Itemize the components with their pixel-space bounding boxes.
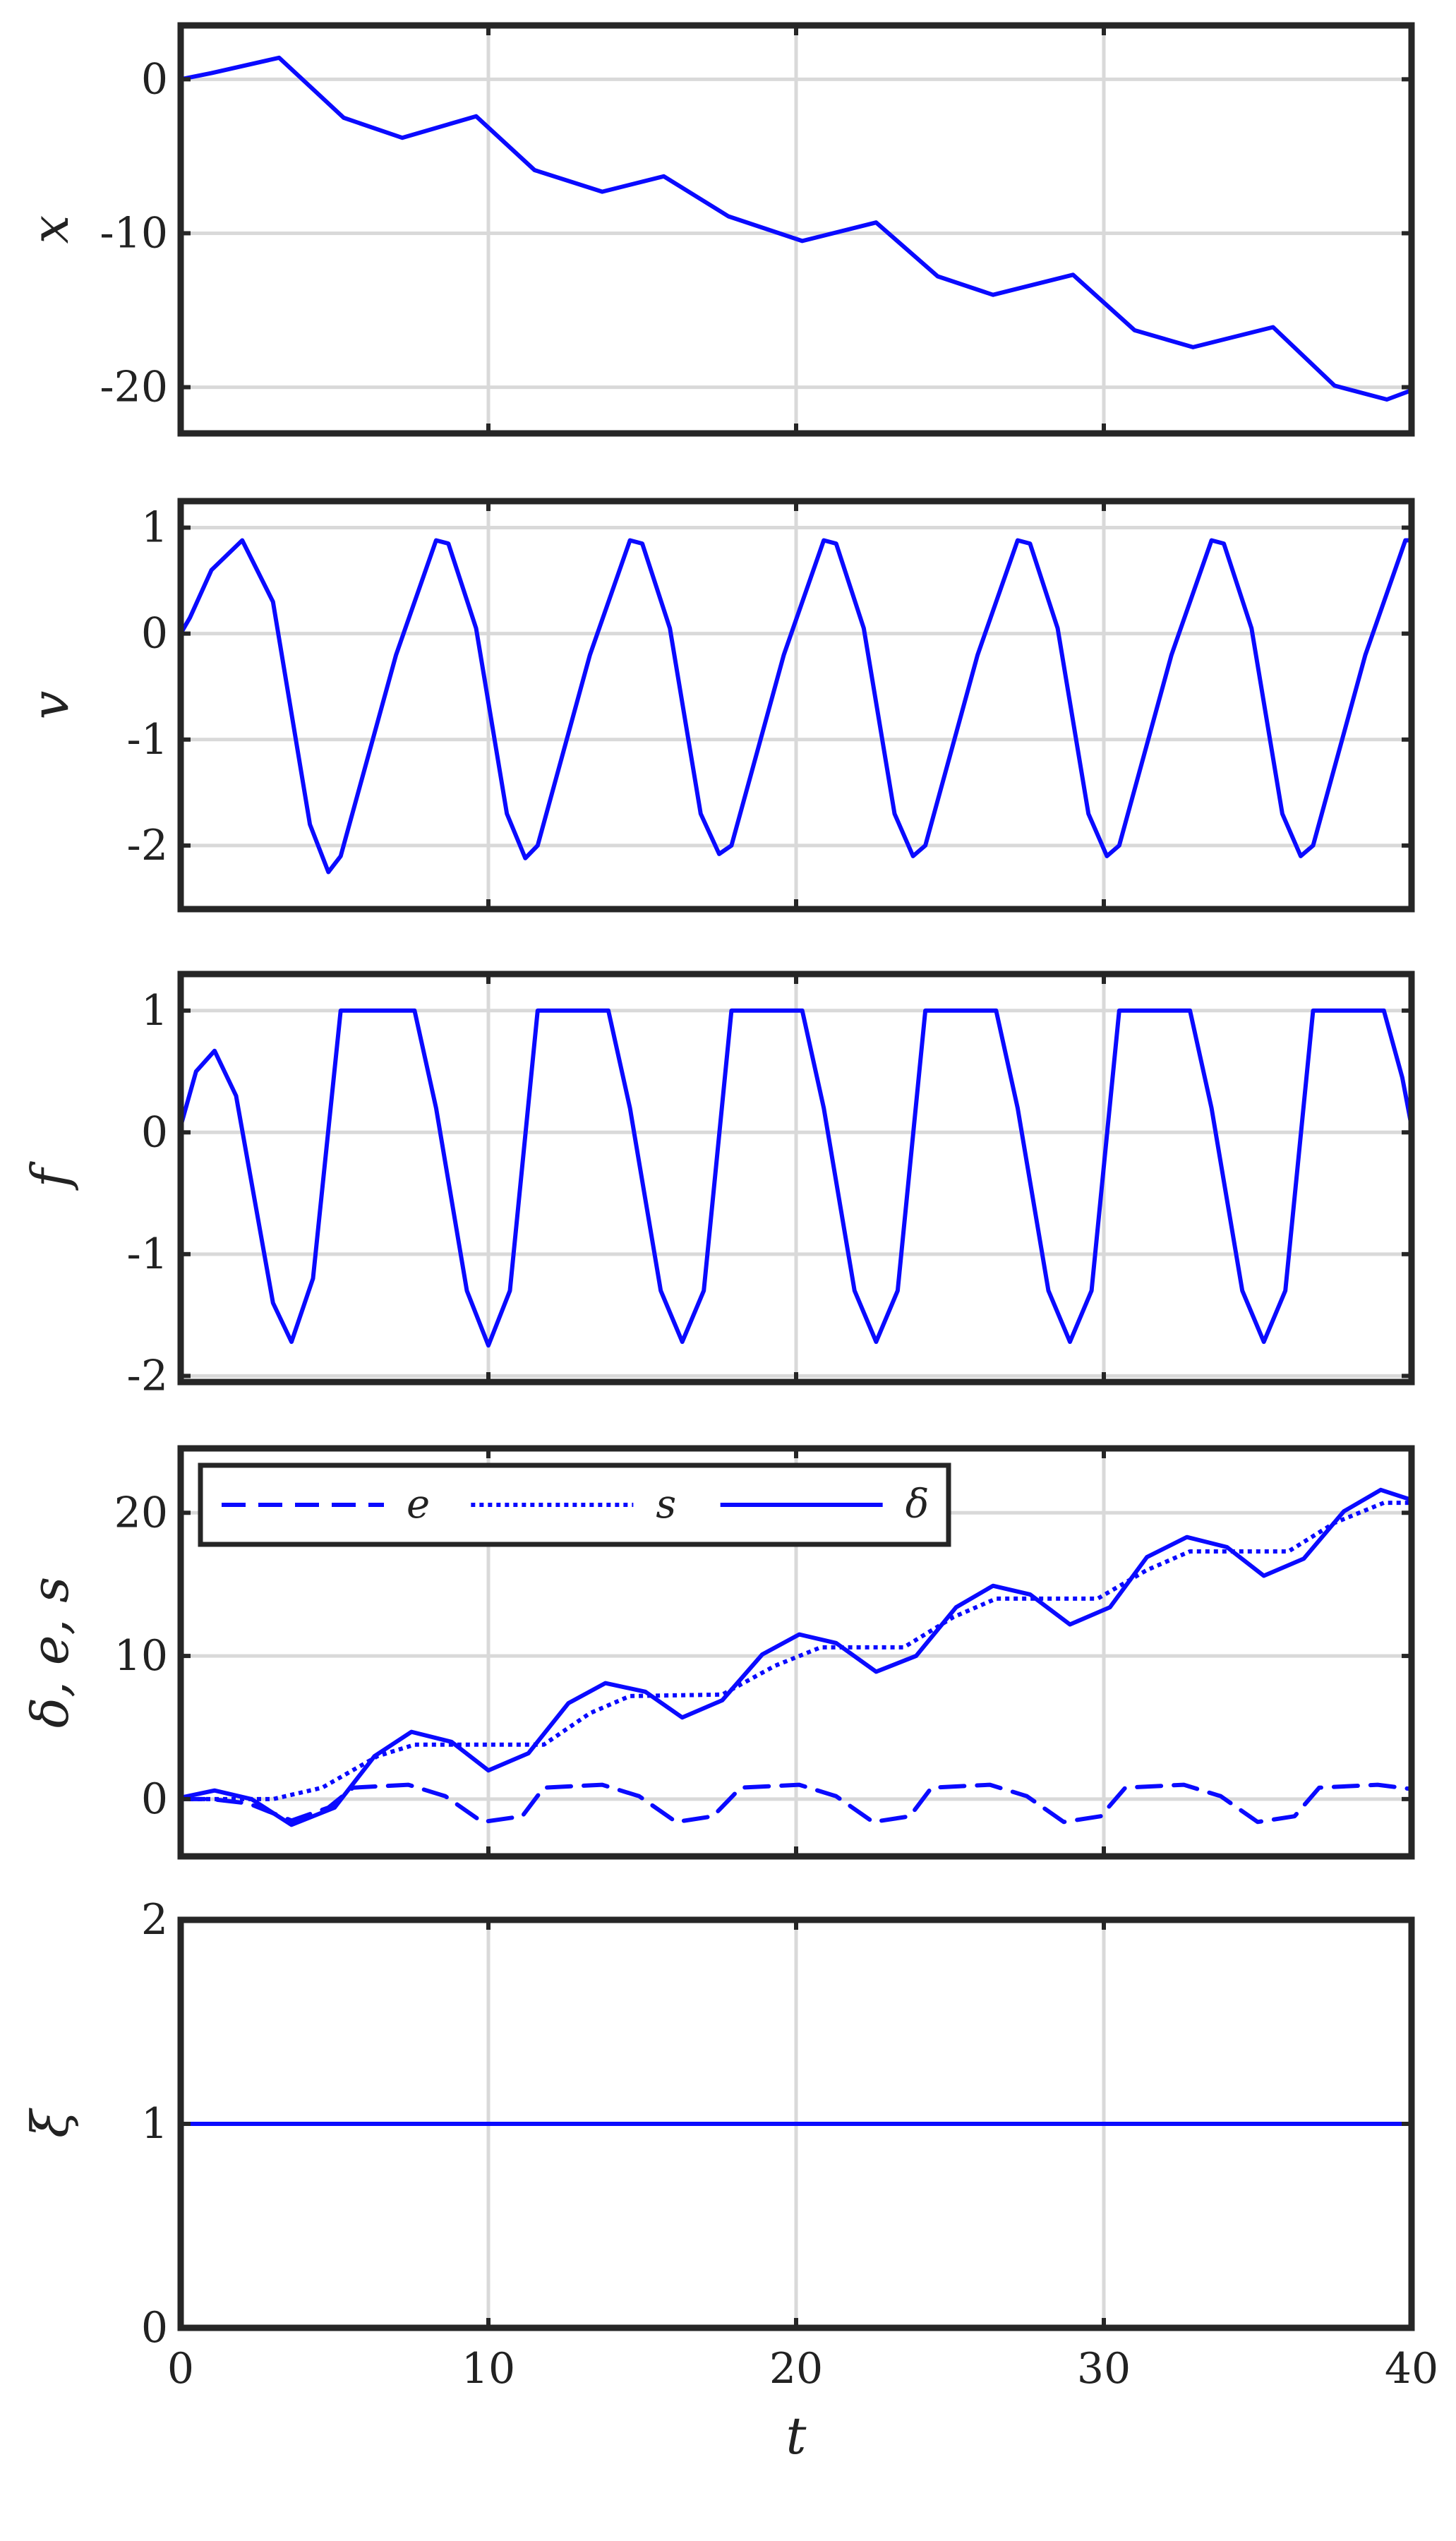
x-tick-label: 30 (1077, 2344, 1131, 2393)
y-tick-label: 0 (141, 1774, 168, 1824)
axes-frame (177, 22, 1415, 437)
axes-frame (177, 1916, 1415, 2331)
y-tick-label: -2 (127, 821, 168, 870)
series-line-f-0 (181, 1008, 1412, 1348)
y-tick-label: 0 (141, 54, 168, 104)
axes-frame (177, 498, 1415, 913)
y-axis-label: ξ (20, 2108, 80, 2138)
series-line-e-0 (181, 1782, 1412, 1825)
y-tick-label: 1 (141, 503, 168, 553)
y-tick-label: 1 (141, 2099, 168, 2149)
y-tick-label: -1 (127, 1230, 168, 1279)
y-tick-label: 10 (114, 1631, 168, 1681)
y-tick-label: 0 (141, 609, 168, 659)
x-tick-label: 20 (769, 2344, 823, 2393)
series-line-label-2 (181, 1487, 1412, 1827)
y-tick-label: 0 (141, 1107, 168, 1157)
axes-frame (177, 971, 1415, 1386)
series-line-v-0 (181, 538, 1412, 875)
legend-label: s (656, 1482, 676, 1527)
subplot-delta-e-s: 20 10 0 δ, e, s e s δ (20, 1445, 1415, 1860)
y-tick-label: -10 (100, 208, 168, 258)
x-tick-label: 0 (167, 2344, 194, 2393)
subplot-x: 0 -10 -20 x (20, 22, 1415, 437)
y-tick-label: 2 (141, 1895, 168, 1945)
legend-label: δ (906, 1482, 929, 1527)
y-tick-label: 20 (114, 1488, 168, 1537)
y-tick-label: -1 (127, 715, 168, 764)
subplot-v: 1 0 -1 -2 v (20, 498, 1415, 913)
y-tick-label: -20 (100, 363, 168, 412)
axes-frame (177, 1445, 1415, 1860)
x-tick-label: 40 (1385, 2344, 1438, 2393)
series-line-x-0 (181, 55, 1412, 402)
y-axis-label: f (20, 1160, 80, 1191)
y-axis-label: δ, e, s (20, 1577, 80, 1728)
y-tick-label: 1 (141, 986, 168, 1035)
legend-label: e (407, 1482, 430, 1527)
y-axis-label: x (20, 215, 80, 244)
x-tick-label: 10 (462, 2344, 515, 2393)
y-tick-label: 0 (141, 2303, 168, 2353)
y-tick-label: -2 (127, 1351, 168, 1400)
x-axis-label: t (786, 2406, 807, 2465)
subplot-f: 1 0 -1 -2 f (20, 971, 1415, 1400)
y-axis-label: v (20, 691, 80, 720)
